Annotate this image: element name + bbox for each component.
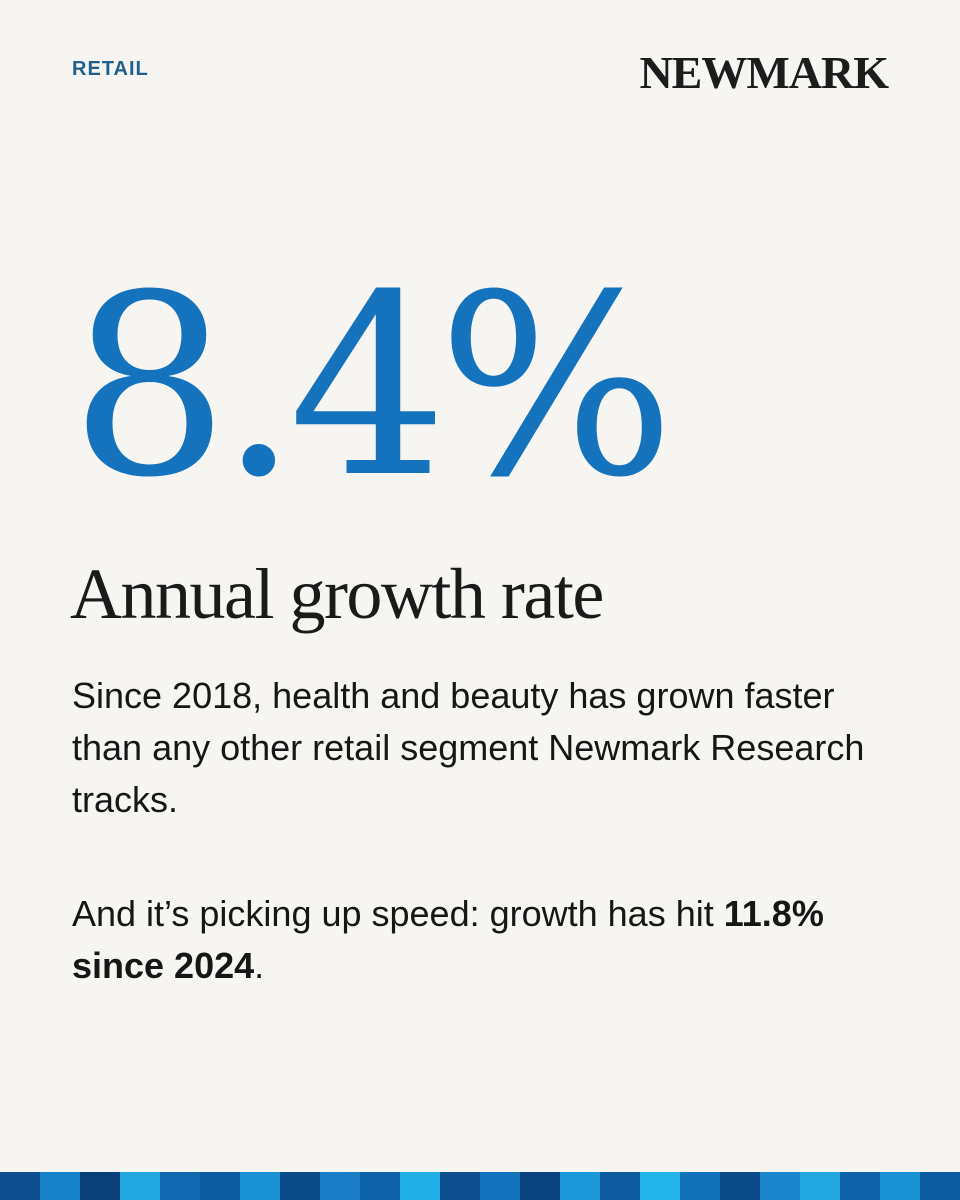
description-paragraph: Since 2018, health and beauty has grown … [72,675,865,820]
speed-paragraph-text: And it’s picking up speed: growth has hi… [72,893,724,934]
speed-paragraph-end: . [254,945,265,986]
decorative-stripe [0,1172,960,1200]
stripe-segment [160,1172,200,1200]
stripe-segment [40,1172,80,1200]
stripe-segment [400,1172,440,1200]
stripe-segment [80,1172,120,1200]
stripe-segment [560,1172,600,1200]
stripe-segment [880,1172,920,1200]
stripe-segment [520,1172,560,1200]
stripe-segment [680,1172,720,1200]
stripe-segment [720,1172,760,1200]
stripe-segment [640,1172,680,1200]
stripe-segment [600,1172,640,1200]
stat-label: Annual growth rate [70,554,604,634]
stripe-segment [760,1172,800,1200]
stripe-segment [360,1172,400,1200]
highlight-stat: 11.8% since 2024 [72,893,824,986]
stripe-segment [320,1172,360,1200]
stripe-segment [840,1172,880,1200]
stripe-segment [240,1172,280,1200]
stripe-segment [480,1172,520,1200]
category-label: RETAIL [72,58,149,80]
stripe-segment [440,1172,480,1200]
speed-paragraph: And it’s picking up speed: growth has hi… [72,888,892,992]
stripe-segment [920,1172,960,1200]
stripe-segment [120,1172,160,1200]
stripe-segment [0,1172,40,1200]
newmark-logo: NEWMARK [639,47,889,98]
stat-value: 8.4% [70,241,675,532]
stripe-segment [200,1172,240,1200]
stripe-segment [800,1172,840,1200]
stripe-segment [280,1172,320,1200]
